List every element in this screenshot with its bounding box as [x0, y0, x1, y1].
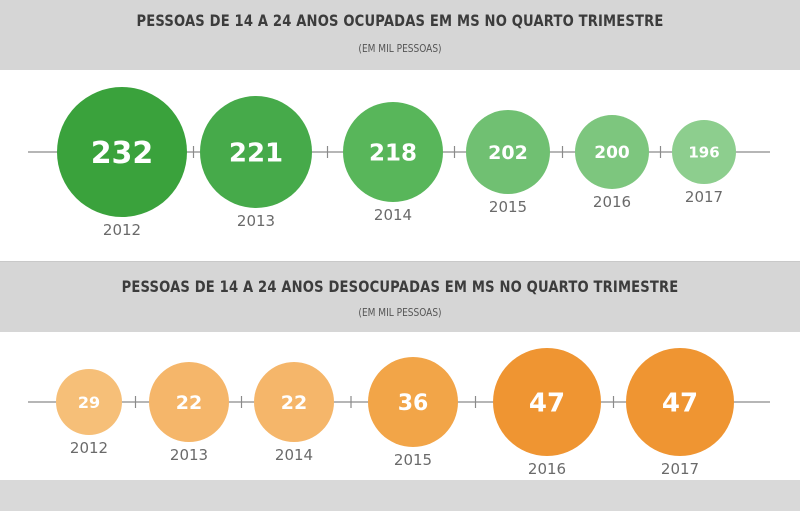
year-label: 2015	[489, 198, 527, 216]
bubble	[466, 110, 550, 194]
bubble	[368, 357, 458, 447]
year-label: 2012	[70, 439, 108, 457]
year-label: 2017	[685, 188, 723, 206]
bubble-value-label: 232	[91, 136, 154, 171]
bubble-value-label: 36	[398, 391, 429, 416]
year-label: 2016	[528, 460, 566, 478]
title-band-employed	[0, 0, 800, 70]
chart-title-unemployed: PESSOAS DE 14 A 24 ANOS DESOCUPADAS EM M…	[121, 277, 679, 296]
bubble-value-label: 218	[369, 140, 417, 166]
bubble-value-label: 200	[594, 143, 630, 163]
bubble-value-label: 29	[78, 393, 100, 412]
year-label: 2014	[374, 206, 412, 224]
divider	[0, 261, 800, 262]
year-label: 2015	[394, 451, 432, 469]
bubble-value-label: 22	[281, 392, 307, 414]
bubble-value-label: 202	[488, 142, 528, 164]
bubble	[575, 115, 649, 189]
bubble-value-label: 196	[688, 143, 719, 161]
bubble	[343, 102, 443, 202]
footer-band	[0, 480, 800, 511]
bubble-value-label: 22	[176, 392, 202, 414]
year-label: 2016	[593, 193, 631, 211]
chart-subtitle-employed: (EM MIL PESSOAS)	[358, 42, 442, 55]
bubble	[672, 120, 736, 184]
bubble-value-label: 47	[529, 388, 565, 418]
bubble	[200, 96, 312, 208]
year-label: 2013	[237, 212, 275, 230]
bubble	[56, 369, 122, 435]
year-label: 2014	[275, 446, 313, 464]
bubble	[149, 362, 229, 442]
bubble-value-label: 47	[662, 388, 698, 418]
chart-subtitle-unemployed: (EM MIL PESSOAS)	[358, 306, 442, 319]
bubble-value-label: 221	[229, 138, 283, 168]
year-label: 2012	[103, 221, 141, 239]
bubble	[626, 348, 734, 456]
bubble	[57, 87, 187, 217]
chart-title-employed: PESSOAS DE 14 A 24 ANOS OCUPADAS EM MS N…	[136, 11, 664, 30]
year-label: 2013	[170, 446, 208, 464]
title-band-unemployed	[0, 262, 800, 332]
bubble	[254, 362, 334, 442]
bubble	[493, 348, 601, 456]
year-label: 2017	[661, 460, 699, 478]
